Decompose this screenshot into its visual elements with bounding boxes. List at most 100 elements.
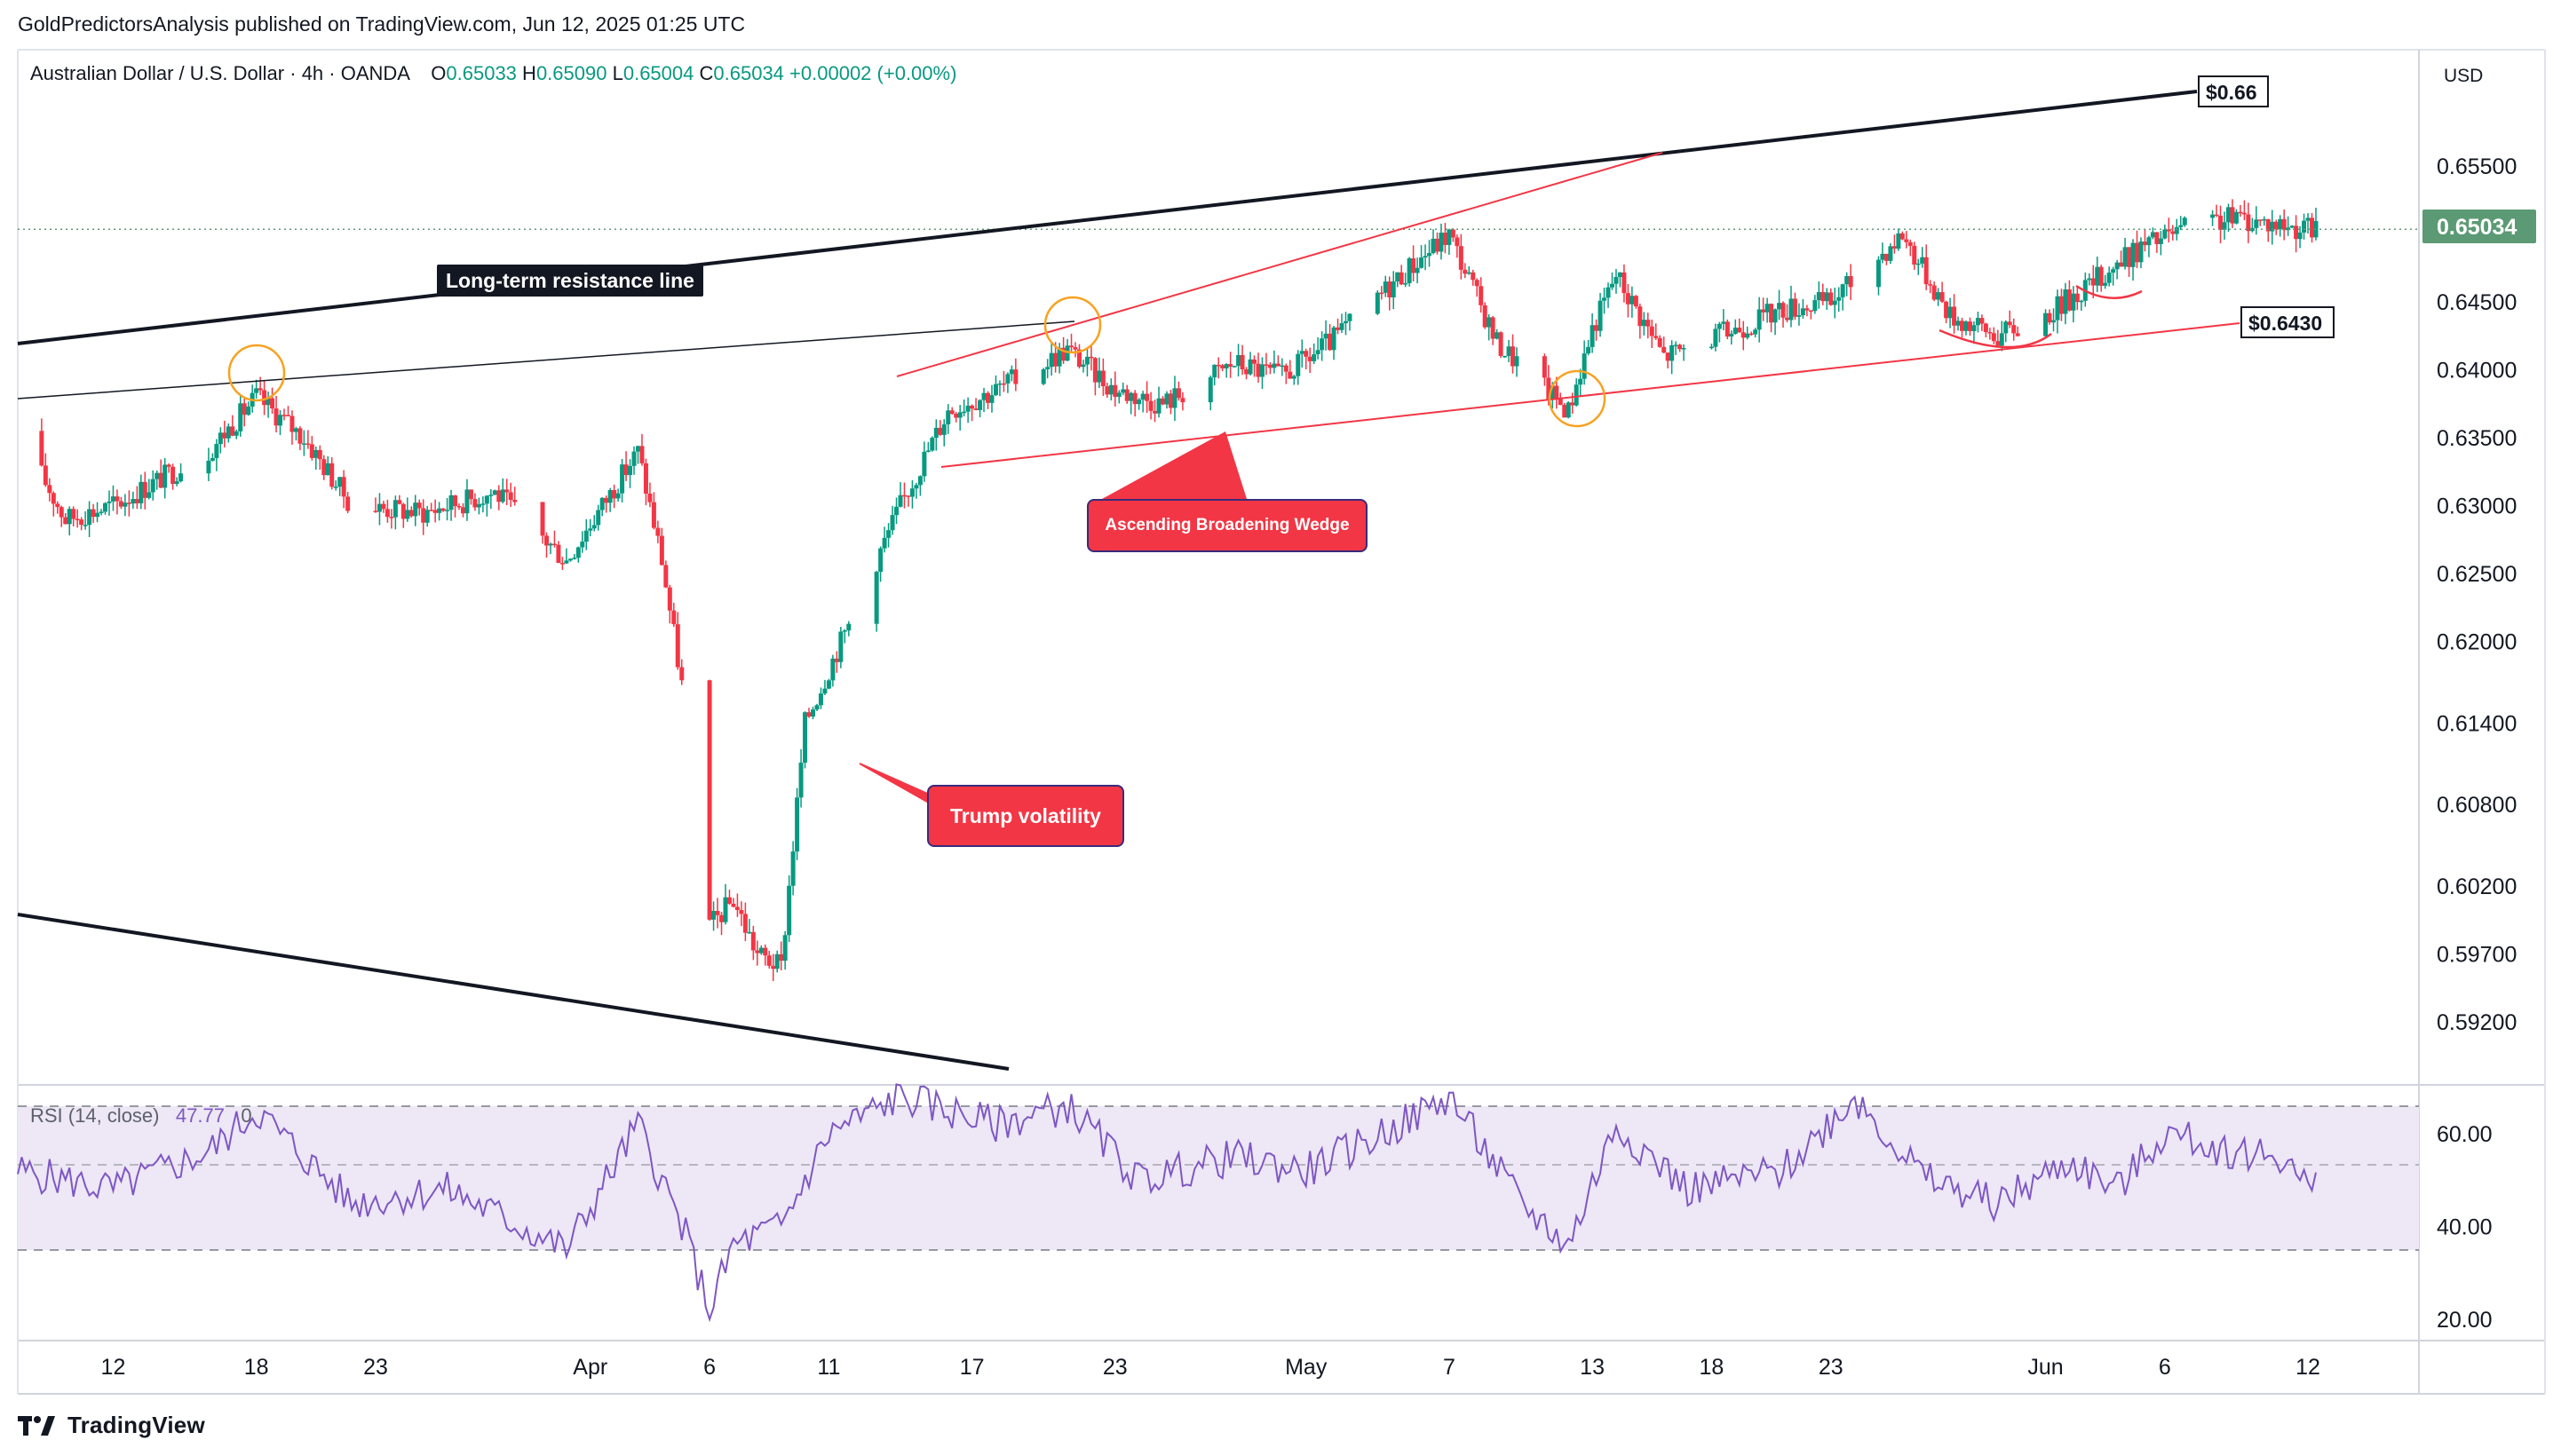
candle-body xyxy=(385,509,390,518)
candle-body xyxy=(1145,393,1150,401)
candle-body xyxy=(1228,364,1233,368)
candle-body xyxy=(1955,320,1961,326)
candle-body xyxy=(115,496,120,502)
candle-body xyxy=(1633,296,1638,307)
candle-body xyxy=(774,954,780,969)
interval[interactable]: 4h xyxy=(301,62,324,84)
candle-body xyxy=(1124,389,1130,401)
lower-support-line[interactable] xyxy=(17,913,1010,1071)
thin-resistance-line[interactable] xyxy=(17,320,1075,400)
candle-body xyxy=(1606,287,1611,298)
candle-body xyxy=(2225,207,2231,223)
long-term-resistance-line[interactable] xyxy=(17,90,2198,345)
rsi-legend[interactable]: RSI (14, close) 47.77 0 xyxy=(30,1104,252,1128)
candle-body xyxy=(1514,356,1519,367)
candle-body xyxy=(556,544,561,564)
candle-body xyxy=(1788,298,1794,320)
candle-body xyxy=(723,897,728,922)
candle-body xyxy=(814,705,820,710)
candle-body xyxy=(1661,346,1667,353)
wedge-upper-line[interactable] xyxy=(896,152,1663,377)
candle-body xyxy=(1116,392,1122,397)
exchange: OANDA xyxy=(340,62,409,84)
time-axis[interactable]: 12 18 23 Apr 6 11 17 23 May 7 13 18 23 Jun 6 12 xyxy=(101,1355,2320,1380)
candle-body xyxy=(548,543,553,546)
candle-body xyxy=(2138,241,2144,263)
candle-body xyxy=(1387,281,1392,297)
candle-body xyxy=(99,511,104,513)
candle-body xyxy=(1331,327,1336,351)
candle-body xyxy=(2270,221,2275,232)
price-tick-label: 0.64000 xyxy=(2437,359,2517,384)
candle-body xyxy=(1487,317,1492,328)
candle-body xyxy=(1315,350,1320,355)
candle-body xyxy=(2142,241,2147,246)
candle-body xyxy=(1725,321,1730,337)
candle-body xyxy=(906,495,911,497)
candle-body xyxy=(266,398,271,406)
trump-volatility-label[interactable]: Trump volatility xyxy=(927,785,1124,847)
candle-body xyxy=(655,527,661,536)
candle-body xyxy=(460,507,465,514)
footer-brand[interactable]: TradingView xyxy=(67,1412,205,1438)
low-value: 0.65004 xyxy=(622,62,694,84)
wedge-label[interactable]: Ascending Broadening Wedge xyxy=(1087,499,1368,552)
candle-body xyxy=(1100,370,1106,387)
candle-body xyxy=(1896,233,1901,249)
candle-body xyxy=(289,415,295,432)
candle-body xyxy=(1947,306,1953,319)
candle-body xyxy=(134,499,139,503)
candle-body xyxy=(2111,269,2116,273)
currency-button[interactable]: USD xyxy=(2444,66,2484,86)
candle-body xyxy=(309,444,314,458)
candle-body xyxy=(719,914,725,922)
candle-body xyxy=(628,465,633,476)
candle-body xyxy=(1721,321,1726,324)
candle-body xyxy=(890,515,895,531)
candle-body xyxy=(620,464,625,494)
symbol-name[interactable]: Australian Dollar / U.S. Dollar xyxy=(30,62,285,84)
rsi-axis[interactable]: 60.00 40.00 20.00 xyxy=(2437,1122,2493,1333)
price-label-06430-box[interactable] xyxy=(2240,306,2335,338)
candle-body xyxy=(67,509,72,525)
candle-body xyxy=(707,680,712,920)
candle-body xyxy=(1907,241,1913,246)
candle-body xyxy=(1375,292,1380,314)
candle-body xyxy=(1479,286,1484,305)
candle-body xyxy=(1617,272,1622,278)
candle-body xyxy=(2003,321,2009,334)
price-axis[interactable]: 0.65500 0.64500 0.64000 0.63500 0.63000 0.625… xyxy=(2437,154,2517,1035)
rsi-label: RSI (14, close) xyxy=(30,1104,160,1127)
candle-body xyxy=(1931,285,1937,300)
candle-body xyxy=(811,709,816,717)
candle-body xyxy=(313,449,319,458)
candle-body xyxy=(238,403,243,431)
candle-body xyxy=(1510,346,1516,367)
long-term-resistance-label[interactable]: Long-term resistance line xyxy=(437,265,703,297)
candle-body xyxy=(663,565,669,588)
candle-body xyxy=(2043,313,2049,336)
candle-body xyxy=(2090,278,2096,286)
price-tick-label: 0.65500 xyxy=(2437,154,2517,179)
candle-body xyxy=(842,630,847,632)
candle-body xyxy=(456,505,462,508)
candle-body xyxy=(559,563,565,565)
candle-body xyxy=(575,547,581,558)
price-label-066-box[interactable] xyxy=(2198,75,2269,107)
candle-body xyxy=(1602,297,1607,301)
candle-body xyxy=(1220,365,1225,368)
candle-body xyxy=(2241,212,2247,215)
candle-body xyxy=(1732,328,1738,334)
wedge-lower-line[interactable] xyxy=(940,322,2240,468)
candle-body xyxy=(1888,246,1893,261)
candle-body xyxy=(925,450,931,452)
candle-body xyxy=(949,410,955,414)
candle-body xyxy=(898,495,903,507)
candle-body xyxy=(1503,355,1508,358)
candle-body xyxy=(1256,363,1261,377)
candle-body xyxy=(484,495,489,504)
candle-body xyxy=(957,412,963,418)
candle-body xyxy=(1208,377,1213,403)
time-tick-label: 18 xyxy=(1700,1355,1725,1380)
